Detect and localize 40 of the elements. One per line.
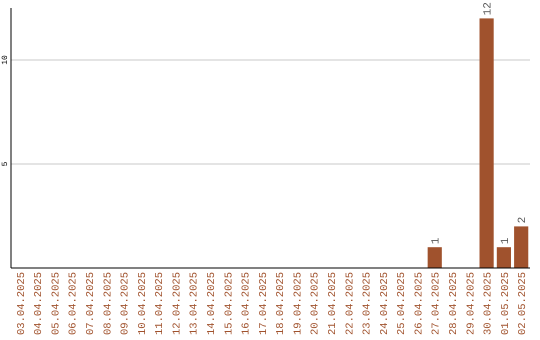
x-tick-label: 26.04.2025: [413, 272, 426, 336]
bar: [428, 247, 442, 268]
x-tick-label: 25.04.2025: [396, 272, 408, 336]
x-tick-label: 28.04.2025: [448, 272, 460, 336]
data-label: 1: [430, 237, 443, 244]
x-tick-label: 07.04.2025: [84, 272, 97, 336]
x-tick-label: 04.04.2025: [33, 272, 46, 336]
y-tick-label: 10: [1, 55, 10, 65]
x-tick-label: 22.04.2025: [344, 272, 356, 336]
x-tick-label: 05.04.2025: [50, 272, 62, 336]
data-label: 2: [517, 216, 530, 224]
bar: [496, 247, 511, 268]
x-tick-label: 15.04.2025: [223, 272, 236, 336]
x-tick-label: 24.04.2025: [378, 272, 391, 336]
x-tick-label: 02.05.2025: [517, 272, 530, 336]
data-label: 1: [500, 237, 512, 244]
x-tick-label: 01.05.2025: [500, 272, 512, 336]
x-tick-label: 12.04.2025: [171, 272, 184, 336]
x-tick-label: 27.04.2025: [430, 272, 443, 336]
bar: [514, 226, 528, 268]
x-tick-label: 06.04.2025: [68, 272, 80, 336]
data-label: 12: [482, 2, 495, 16]
x-tick-label: 19.04.2025: [292, 272, 304, 336]
x-tick-label: 20.04.2025: [310, 272, 322, 336]
x-tick-label: 03.04.2025: [16, 272, 28, 336]
x-tick-label: 18.04.2025: [275, 272, 288, 336]
x-tick-label: 13.04.2025: [188, 272, 201, 336]
x-tick-label: 09.04.2025: [120, 272, 132, 336]
x-tick-label: 23.04.2025: [362, 272, 374, 336]
x-tick-label: 29.04.2025: [465, 272, 478, 336]
x-tick-label: 10.04.2025: [136, 272, 149, 336]
x-tick-label: 30.04.2025: [482, 272, 495, 336]
x-tick-label: 08.04.2025: [102, 272, 114, 336]
x-tick-label: 21.04.2025: [327, 272, 340, 336]
x-tick-label: 14.04.2025: [206, 272, 218, 336]
x-tick-label: 16.04.2025: [240, 272, 253, 336]
y-tick-label: 5: [1, 161, 10, 166]
x-tick-label: 17.04.2025: [258, 272, 270, 336]
x-tick-label: 11.04.2025: [154, 272, 166, 336]
bar: [480, 18, 494, 268]
